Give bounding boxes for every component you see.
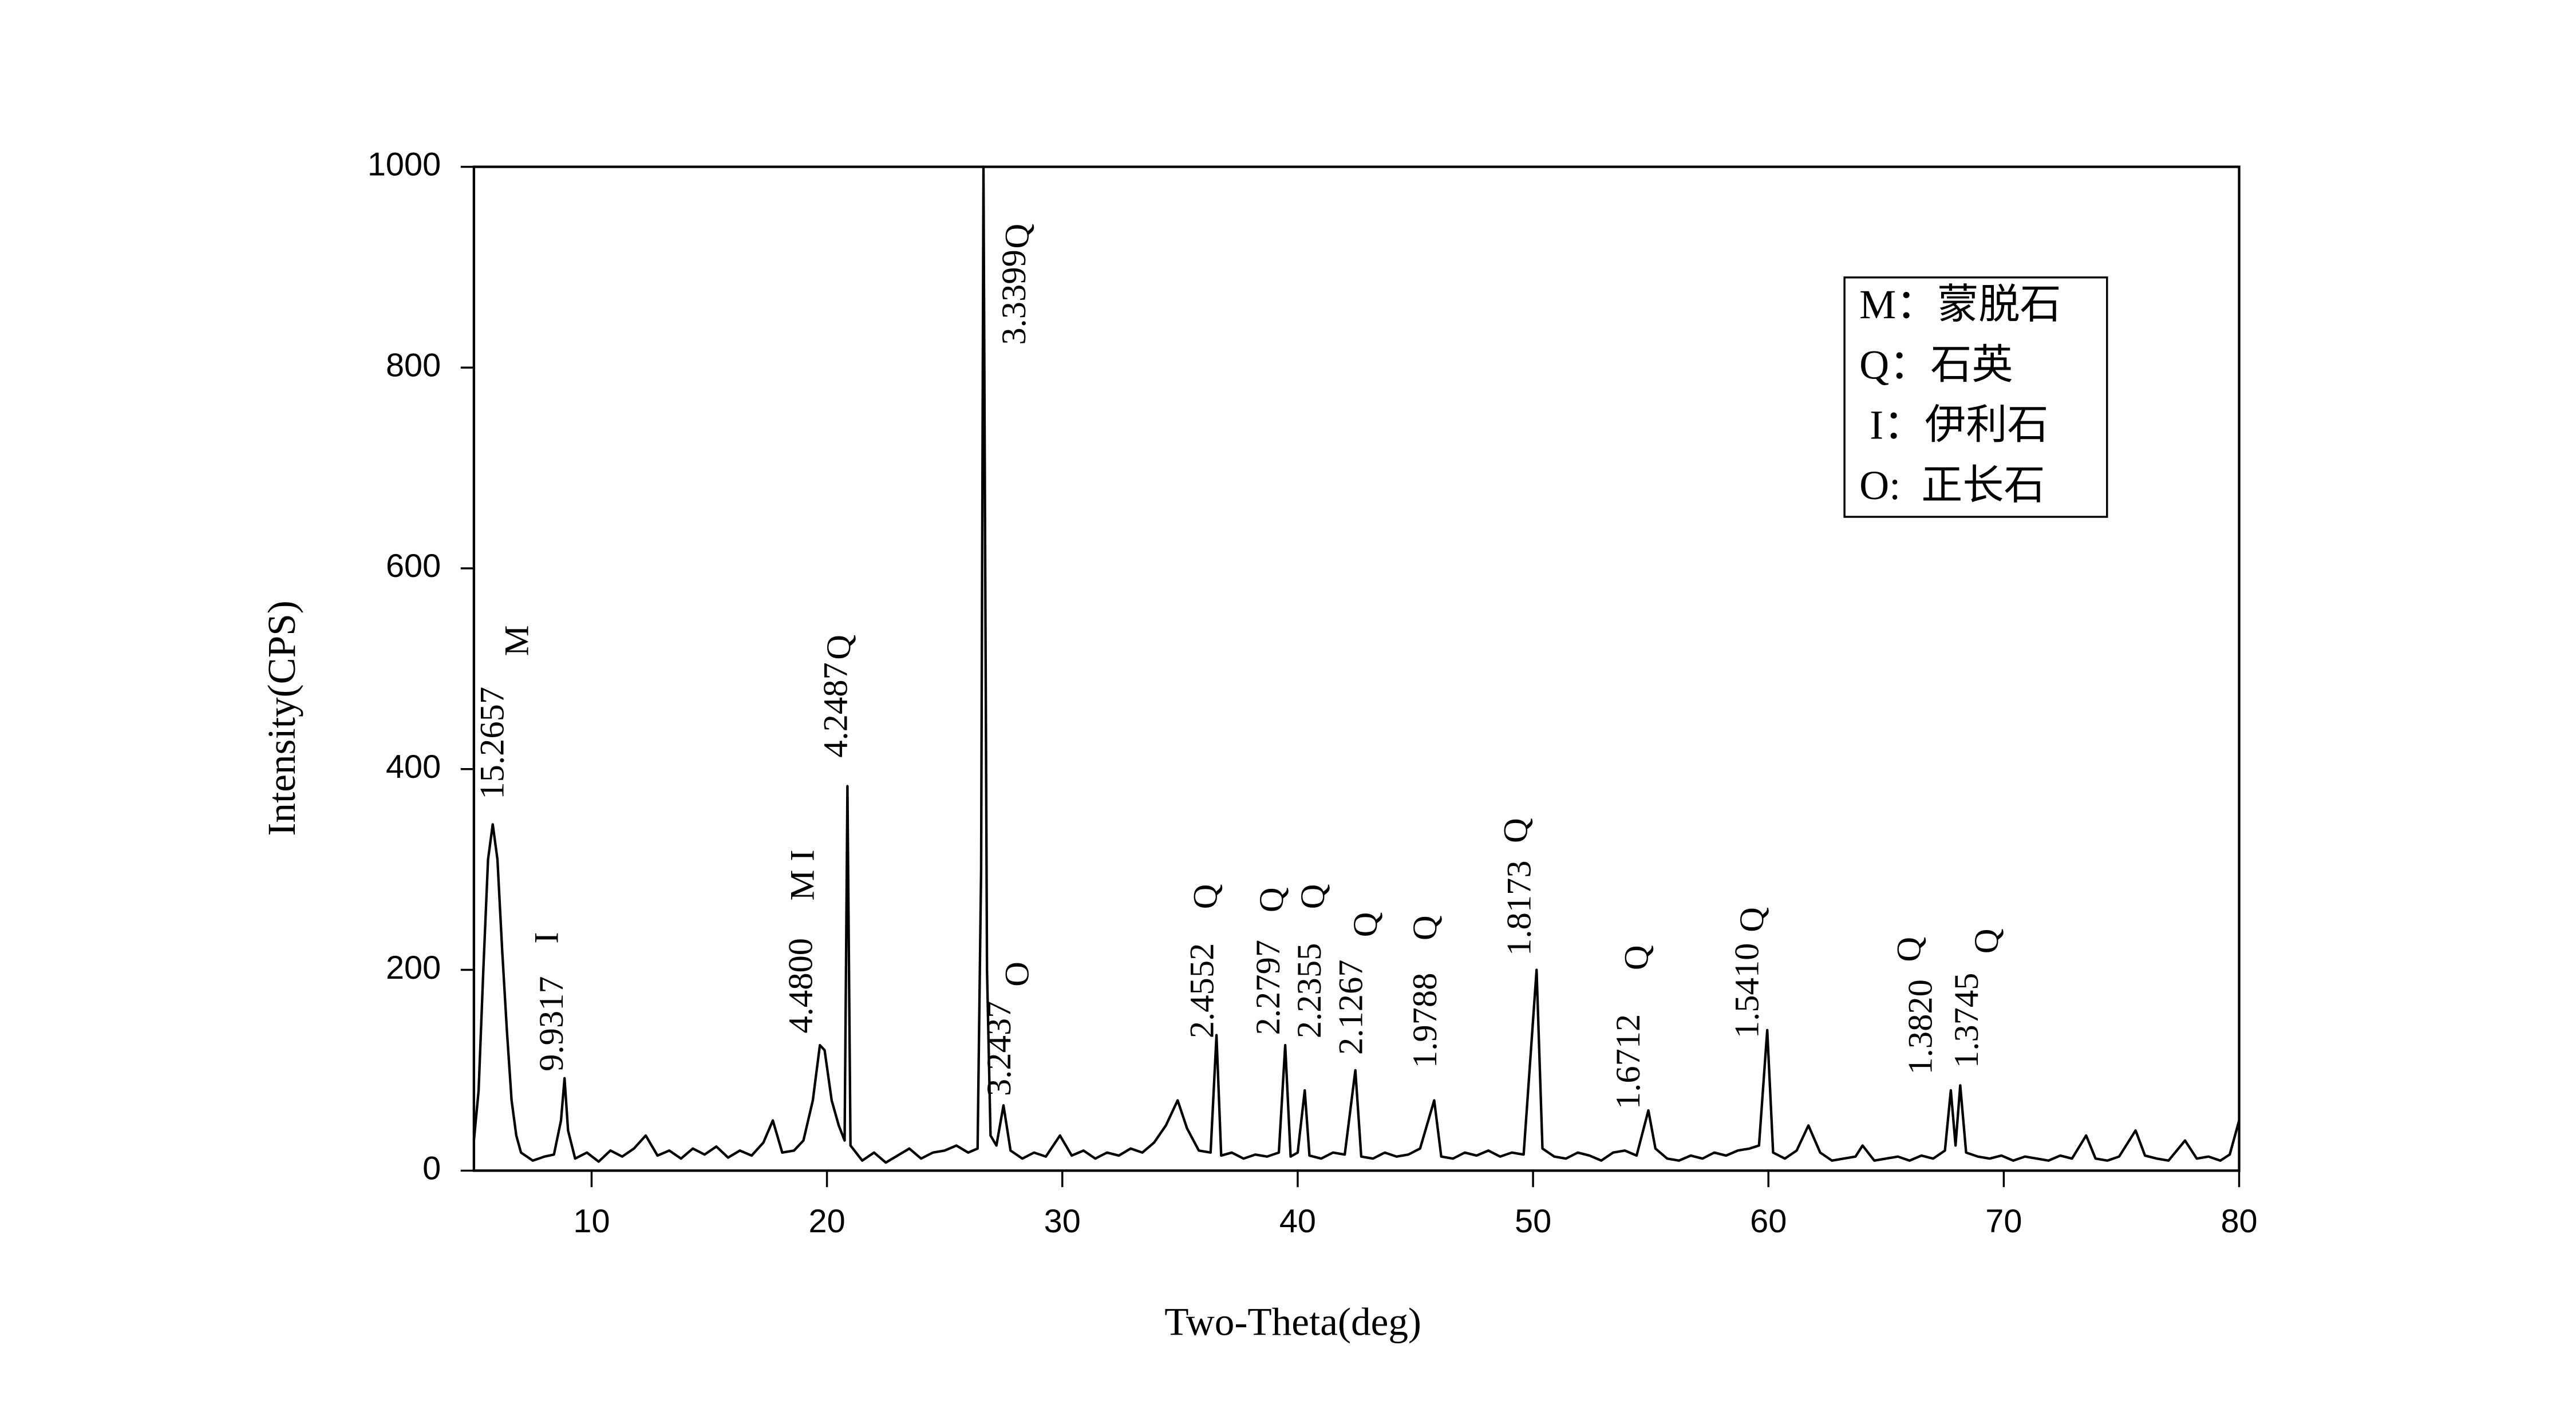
peak-annotation: 9.9317 (532, 976, 571, 1071)
legend-entry: Q：石英 (1859, 342, 2013, 387)
peak-annotation: 1.6712 (1609, 1014, 1647, 1110)
peak-annotation: I (527, 932, 566, 943)
peak-annotation: Q (998, 224, 1037, 249)
peak-annotation: 1.3820 (1901, 979, 1939, 1075)
peak-annotation: Q (1497, 818, 1535, 843)
peak-annotation: Q (1406, 915, 1444, 940)
x-tick-label: 50 (1515, 1203, 1551, 1240)
y-tick-label: 1000 (368, 147, 441, 183)
peak-annotation: Q (1294, 884, 1332, 909)
y-tick-label: 0 (422, 1150, 441, 1187)
spectrum-line (472, 165, 2241, 1164)
peak-annotation: O (998, 962, 1037, 987)
plot-frame (472, 165, 2241, 1172)
y-tick-label: 200 (386, 950, 441, 986)
peak-annotation: Q (1733, 907, 1771, 932)
y-axis-title: Intensity(CPS) (259, 600, 303, 836)
peak-annotation: M (498, 625, 536, 656)
peak-annotation: Q (1890, 937, 1928, 962)
legend-box (1843, 276, 2108, 518)
peak-annotation: 3.3399 (995, 250, 1033, 345)
x-axis-title: Two-Theta(deg) (1164, 1299, 1421, 1343)
x-tick-label: 30 (1044, 1203, 1081, 1240)
peak-annotation: Q (1253, 887, 1291, 912)
peak-annotation: 15.2657 (473, 687, 511, 800)
x-tick-label: 10 (573, 1203, 610, 1240)
x-tick-label: 60 (1750, 1203, 1787, 1240)
peak-annotation: 1.8173 (1500, 860, 1539, 956)
peak-annotation: Q (1617, 945, 1656, 970)
legend-entry: I：伊利石 (1859, 402, 2048, 448)
peak-annotation: Q (1186, 884, 1224, 909)
x-tick-label: 80 (2221, 1203, 2257, 1240)
peak-annotation: 2.2797 (1249, 940, 1287, 1035)
legend-entry: O: 正长石 (1859, 462, 2045, 508)
x-tick-label: 20 (809, 1203, 846, 1240)
peak-annotation: M I (784, 849, 822, 900)
x-tick-label: 70 (1985, 1203, 2022, 1240)
peak-annotation: 2.2355 (1290, 943, 1329, 1039)
peak-annotation: 2.1267 (1332, 959, 1370, 1055)
peak-annotation: 4.2487 (816, 662, 855, 758)
legend-entry: M：蒙脱石 (1859, 282, 2061, 327)
peak-annotation: 2.4552 (1183, 943, 1222, 1039)
peak-annotation: Q (1967, 928, 2006, 954)
peak-annotation: 3.2437 (980, 1001, 1018, 1097)
y-tick-label: 800 (386, 347, 441, 383)
peak-annotation: 1.3745 (1947, 973, 1986, 1069)
y-tick-label: 400 (386, 749, 441, 785)
peak-annotation: 1.5410 (1728, 943, 1767, 1039)
x-tick-label: 40 (1279, 1203, 1316, 1240)
peak-annotation: 4.4800 (782, 938, 820, 1034)
peak-annotation: Q (1346, 912, 1385, 938)
peak-annotation: 1.9788 (1406, 973, 1444, 1069)
peak-annotation: Q (820, 635, 858, 660)
y-tick-label: 600 (386, 548, 441, 584)
